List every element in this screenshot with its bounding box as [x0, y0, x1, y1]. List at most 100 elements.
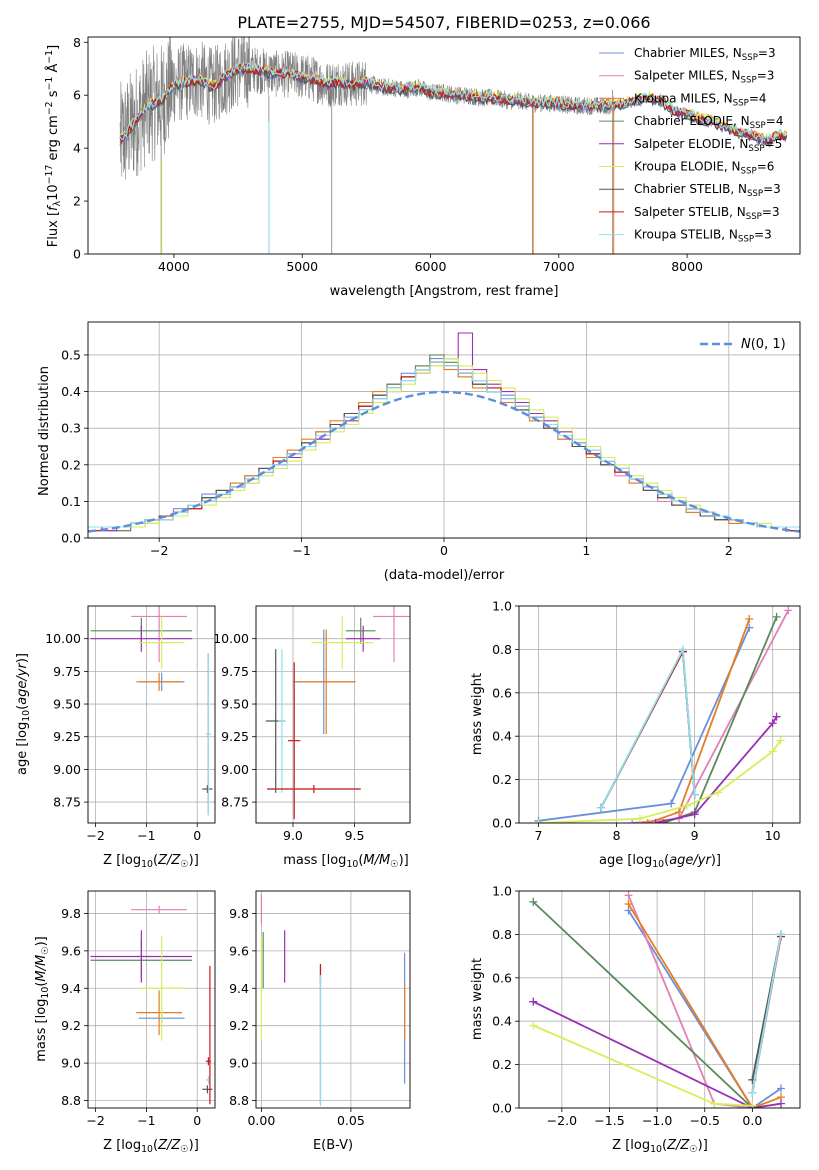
tick-label-y: 0.5 [61, 347, 81, 362]
label-part: )] [399, 853, 409, 868]
label-part: age [log [15, 722, 30, 775]
tick-label-x: 9.0 [283, 828, 303, 843]
series-marker-salpeter_elodie [651, 819, 660, 823]
tick-label-y: 9.50 [221, 697, 249, 712]
panel-mass_vs_Z: −2 −1 08.89.09.29.49.69.8Z [log10(Z/Z☉)]ma… [34, 890, 216, 1155]
label-part: =4 [749, 91, 767, 105]
plot-area [265, 606, 410, 820]
tick-label-y: 9.8 [61, 906, 81, 921]
legend-label: Salpeter MILES, NSSP=3 [634, 69, 774, 86]
tick-label-y: 2 [73, 194, 81, 209]
tick-label-y: 0 [73, 247, 81, 262]
tick-label-x: 0 [193, 1113, 201, 1128]
tick-label-y: 8.75 [221, 795, 249, 810]
label-part: Z [log [103, 1138, 141, 1153]
tick-label-y: 0.8 [492, 642, 512, 657]
y-axis-label: mass weight [470, 673, 485, 755]
x-axis-label: Z [log10(Z/Z☉)] [103, 1138, 199, 1155]
label-part: N [741, 337, 751, 352]
tick-label-x: −1 [137, 828, 155, 843]
x-axis-label: wavelength [Angstrom, rest frame] [330, 284, 559, 299]
label-part: =5 [765, 137, 783, 151]
series-marker-chabrier_miles [667, 799, 676, 808]
tick-label-x: −1.5 [594, 1113, 624, 1128]
tick-label-y: 0.2 [492, 1057, 512, 1072]
series-marker-kroupa_elodie [710, 1099, 719, 1108]
plot-area [119, 37, 788, 254]
label-part: Chabrier ELODIE, N [634, 114, 750, 128]
tick-label-y: 8.8 [61, 1093, 81, 1108]
label-part: ( [153, 1138, 158, 1153]
series-marker-chabrier_elodie [772, 612, 781, 621]
label-part: (0, 1) [751, 337, 786, 352]
series-line-kroupa_miles [627, 903, 782, 1108]
label-part: ( [664, 853, 669, 868]
tick-label-y: 0.6 [492, 970, 512, 985]
axes-frame [255, 890, 411, 1109]
tick-label-y: 9.4 [61, 981, 81, 996]
legend-label: N(0, 1) [741, 337, 786, 352]
x-axis-label: Z [log10(Z/Z☉)] [612, 1138, 708, 1155]
label-part: ☉ [180, 1144, 188, 1155]
y-axis-label: Flux [fλ10−17 erg cm−2 s−1 Å−1] [44, 45, 63, 247]
series-marker-kroupa_elodie [768, 747, 777, 756]
tick-label-x: 8000 [671, 259, 703, 274]
label-part: λ [52, 200, 63, 206]
x-axis-label: Z [log10(Z/Z☉)] [103, 853, 199, 870]
legend-label: Chabrier STELIB, NSSP=3 [634, 182, 781, 199]
y-axis-label: age [log10(age/yr)] [15, 653, 32, 775]
tick-label-x: 0.00 [247, 1113, 275, 1128]
series-marker-kroupa_stelib [690, 790, 699, 799]
label-part: =4 [766, 114, 784, 128]
label-part: 10 [40, 987, 51, 999]
label-part: −17 [44, 165, 55, 185]
label-part: M/M [34, 955, 49, 982]
plot-area [90, 606, 213, 816]
label-part: 10 [21, 710, 32, 722]
label-part: 10 [46, 184, 61, 201]
tick-label-y: 1.0 [492, 884, 512, 899]
label-part: =3 [758, 46, 776, 60]
tick-label-x: 0 [440, 543, 448, 558]
axes-frame [87, 605, 216, 824]
series-marker-kroupa_stelib [596, 803, 605, 812]
series-marker-kroupa_elodie [635, 814, 644, 823]
label-part: erg cm [46, 115, 61, 164]
label-part: age/yr [669, 853, 712, 868]
label-part: mass [log [283, 853, 346, 868]
tick-label-x: −1 [292, 543, 310, 558]
plot-area [90, 905, 213, 1105]
label-part: 10 [652, 859, 664, 870]
tick-label-x: 1 [582, 543, 590, 558]
label-part: SSP [733, 98, 749, 108]
tick-label-y: 6 [73, 88, 81, 103]
tick-label-x: 9 [691, 828, 699, 843]
panel-age_vs_mass: 9.0 9.5 8.75 9.00 9.25 9.50 9.75 10.00 mass [log… [213, 605, 411, 870]
plot-area [88, 332, 800, 533]
series-marker-kroupa_stelib [776, 930, 785, 939]
tick-label-x: 9.5 [345, 828, 365, 843]
tick-label-x: 7 [535, 828, 543, 843]
label-part: Z [log [103, 853, 141, 868]
tick-label-y: 8.75 [53, 795, 81, 810]
tick-label-x: 0 [193, 828, 201, 843]
series-line-salpeter_elodie [655, 716, 778, 823]
legend-label: Chabrier ELODIE, NSSP=4 [634, 114, 783, 131]
tick-label-x: −2 [150, 543, 168, 558]
label-part: Salpeter STELIB, N [634, 205, 746, 219]
label-part: =3 [754, 228, 772, 242]
label-part: Chabrier MILES, N [634, 46, 742, 60]
tick-label-y: 0.4 [492, 1014, 512, 1029]
y-axis-label: mass weight [470, 958, 485, 1040]
label-part: Kroupa MILES, N [634, 91, 733, 105]
tick-label-y: 9.00 [53, 762, 81, 777]
tick-label-y: 0.2 [61, 457, 81, 472]
tick-label-x: 8 [613, 828, 621, 843]
series-marker-kroupa_miles [624, 900, 633, 909]
tick-label-y: 10.00 [213, 631, 249, 646]
tick-label-x: −0.5 [690, 1113, 720, 1128]
series-marker-kroupa_stelib [678, 645, 687, 654]
label-part: 10 [650, 1144, 662, 1155]
y-axis-label: mass [log10(M/M☉)] [34, 936, 51, 1062]
